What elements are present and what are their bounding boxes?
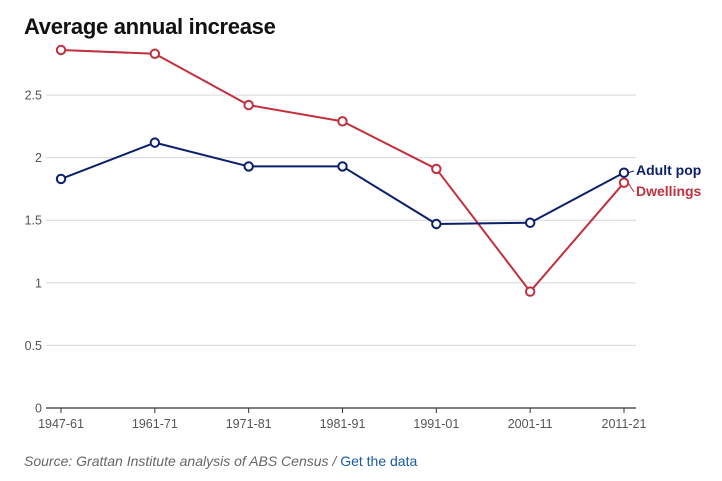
y-tick-label: 0	[35, 402, 42, 416]
adult-pop-point	[618, 167, 630, 178]
y-tick-label: 0.5	[25, 339, 42, 353]
dwellings-point	[431, 163, 442, 175]
dwellings-point	[524, 286, 536, 297]
y-tick-label: 1	[35, 276, 42, 290]
adult-pop-line	[60, 141, 625, 225]
x-tick-label: 2001-11	[508, 417, 553, 431]
source-footer: Source: Grattan Institute analysis of AB…	[24, 453, 417, 469]
dwellings-point	[243, 99, 254, 111]
y-axis-ticks: 0 0.5 1 1.5 2 2.5	[25, 89, 42, 416]
dwellings-point	[149, 48, 161, 59]
dwellings-point	[55, 44, 67, 56]
adult-pop-point	[337, 161, 348, 172]
adult-pop-point	[243, 161, 254, 172]
dwellings-label-leader	[627, 182, 635, 193]
series-layer	[55, 44, 630, 297]
adult-pop-point	[149, 137, 161, 148]
get-data-link[interactable]: Get the data	[340, 453, 418, 469]
adult-pop-label-leader	[627, 170, 635, 174]
x-tick-label: 2011-21	[602, 417, 647, 431]
x-tick-label: 1971-81	[226, 417, 272, 431]
dwellings-point	[618, 177, 630, 188]
dwellings-point	[337, 116, 348, 127]
y-tick-label: 1.5	[25, 214, 42, 228]
adult-pop-point	[431, 218, 442, 230]
adult-pop-label: Adult pop	[636, 162, 701, 178]
x-tick-label: 1947-61	[38, 417, 84, 431]
source-note: Source: Grattan Institute analysis of AB…	[24, 453, 337, 469]
dwellings-label: Dwellings	[636, 183, 702, 199]
x-tick-label: 1981-91	[320, 417, 366, 431]
x-tick-label: 1991-01	[413, 417, 459, 431]
x-axis-ticks: 1947-61 1961-71 1971-81 1981-91 1991-01 2001-…	[38, 408, 647, 431]
line-chart: 0 0.5 1 1.5 2 2.5 1947-61 1961-71 1971-81 1981-9…	[25, 44, 702, 431]
adult-pop-point	[524, 217, 536, 228]
x-tick-label: 1961-71	[132, 417, 178, 431]
adult-pop-point	[55, 173, 67, 185]
gridlines	[46, 94, 636, 409]
chart-title: Average annual increase	[24, 14, 276, 39]
y-tick-label: 2	[35, 151, 42, 165]
series-labels: Adult pop Dwellings	[627, 162, 702, 199]
y-tick-label: 2.5	[25, 89, 42, 103]
